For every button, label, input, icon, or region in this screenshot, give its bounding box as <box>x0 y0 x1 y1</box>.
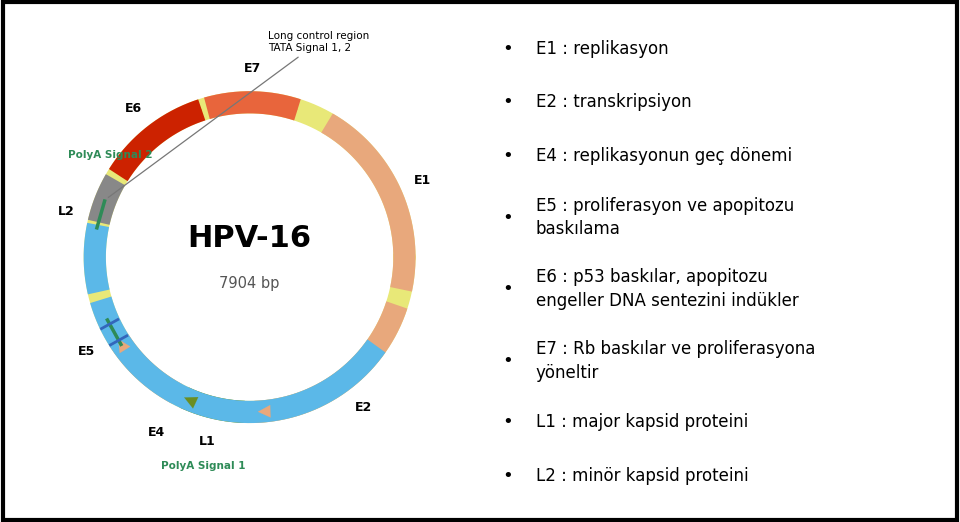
Text: E2: E2 <box>354 401 372 414</box>
Text: L1: L1 <box>199 435 215 448</box>
Text: •: • <box>503 208 514 227</box>
Text: •: • <box>503 352 514 370</box>
Text: •: • <box>503 93 514 111</box>
Text: E2 : transkripsiyon: E2 : transkripsiyon <box>536 93 691 111</box>
Text: E5 : proliferasyon ve apopitozu
baskılama: E5 : proliferasyon ve apopitozu baskılam… <box>536 197 794 239</box>
Text: L2 : minör kapsid proteini: L2 : minör kapsid proteini <box>536 467 748 485</box>
Text: E4 : replikasyonun geç dönemi: E4 : replikasyonun geç dönemi <box>536 147 792 165</box>
Text: E6 : p53 baskılar, apopitozu
engeller DNA sentezini indükler: E6 : p53 baskılar, apopitozu engeller DN… <box>536 268 799 310</box>
Text: •: • <box>503 413 514 431</box>
Text: HPV-16: HPV-16 <box>187 224 312 253</box>
Text: E5: E5 <box>78 345 95 358</box>
Text: 7904 bp: 7904 bp <box>220 276 279 291</box>
Text: E6: E6 <box>125 102 142 115</box>
Text: E7: E7 <box>244 62 261 75</box>
Text: PolyA Signal 2: PolyA Signal 2 <box>68 150 153 160</box>
Text: E1: E1 <box>414 174 431 187</box>
Text: E7 : Rb baskılar ve proliferasyona
yöneltir: E7 : Rb baskılar ve proliferasyona yönel… <box>536 340 815 382</box>
Text: L2: L2 <box>58 205 75 218</box>
Text: •: • <box>503 40 514 58</box>
Text: •: • <box>503 280 514 298</box>
Text: •: • <box>503 467 514 485</box>
Text: •: • <box>503 147 514 165</box>
Text: L1 : major kapsid proteini: L1 : major kapsid proteini <box>536 413 748 431</box>
Text: E1 : replikasyon: E1 : replikasyon <box>536 40 668 58</box>
Text: Long control region
TATA Signal 1, 2: Long control region TATA Signal 1, 2 <box>108 31 370 197</box>
Text: PolyA Signal 1: PolyA Signal 1 <box>161 461 246 471</box>
Text: E4: E4 <box>148 425 165 438</box>
